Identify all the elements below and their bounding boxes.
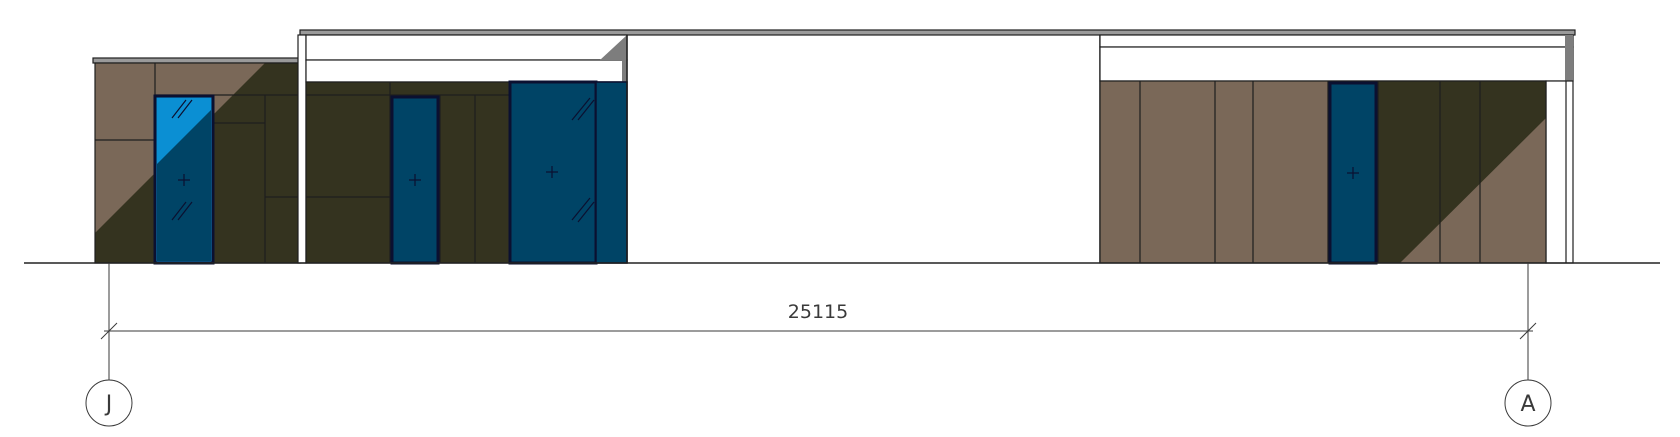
left-column [297,34,307,264]
right-beam-top [1099,34,1574,48]
window-2 [390,95,440,265]
beam-shadow [600,35,627,60]
grid-label-right: A [1520,392,1535,417]
dimension-line [100,263,1537,380]
right-cladding-shadow [1378,81,1546,263]
window-3 [508,80,628,265]
low-wing-roof-cap [92,57,301,64]
grid-bubble-right: A [1504,379,1552,427]
grid-label-left: J [104,392,113,417]
left-beam-bottom [305,59,628,83]
window-4 [1328,81,1378,265]
left-wing [92,57,301,265]
upper-roof-fascia [299,29,1576,36]
right-wing [1099,34,1574,265]
grid-bubble-left: J [85,379,133,427]
central-portal [297,29,1576,265]
left-beam-top [305,34,628,61]
dimension-value: 25115 [788,301,848,323]
right-beam-bottom [1099,46,1574,82]
window-1 [153,94,215,265]
right-column [1545,80,1574,264]
